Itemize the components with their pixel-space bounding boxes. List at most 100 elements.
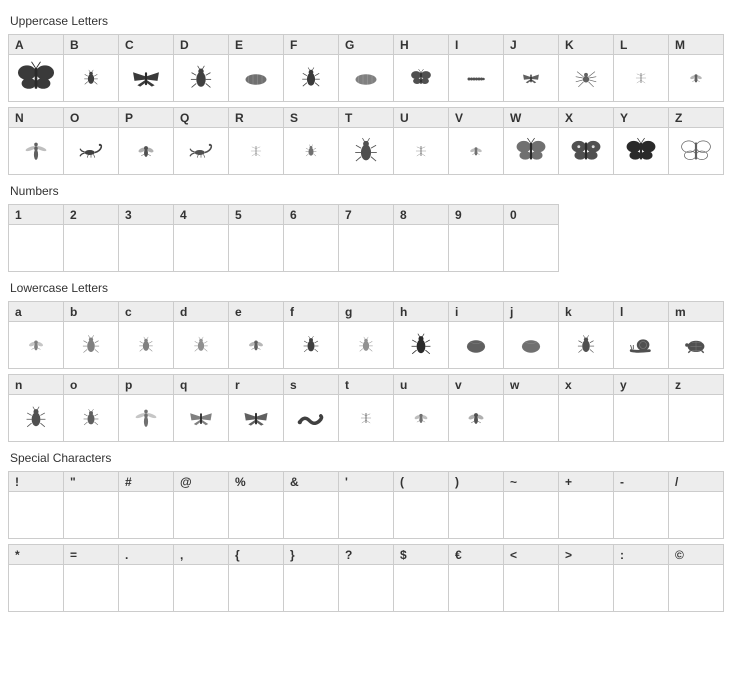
char-cell[interactable]: S [283,107,339,175]
char-cell[interactable]: G [338,34,394,102]
char-cell[interactable]: z [668,374,724,442]
char-cell[interactable]: : [613,544,669,612]
char-cell[interactable]: g [338,301,394,369]
char-cell[interactable]: > [558,544,614,612]
insect-light-icon [339,322,393,368]
char-cell[interactable]: 8 [393,204,449,272]
char-cell[interactable]: l [613,301,669,369]
char-cell[interactable]: p [118,374,174,442]
char-cell[interactable]: N [8,107,64,175]
char-cell[interactable]: r [228,374,284,442]
empty-glyph [504,395,558,441]
char-cell[interactable]: 9 [448,204,504,272]
char-cell[interactable]: ( [393,471,449,539]
char-cell[interactable]: + [558,471,614,539]
char-cell[interactable]: f [283,301,339,369]
char-cell[interactable]: C [118,34,174,102]
char-cell[interactable]: j [503,301,559,369]
char-cell[interactable]: R [228,107,284,175]
char-cell[interactable]: M [668,34,724,102]
char-cell[interactable]: V [448,107,504,175]
char-cell[interactable]: 3 [118,204,174,272]
char-cell[interactable]: D [173,34,229,102]
char-cell[interactable]: = [63,544,119,612]
char-cell[interactable]: # [118,471,174,539]
char-cell[interactable]: % [228,471,284,539]
char-cell[interactable]: A [8,34,64,102]
char-cell[interactable]: m [668,301,724,369]
char-cell[interactable]: H [393,34,449,102]
char-cell[interactable]: € [448,544,504,612]
char-label: s [284,375,338,395]
char-cell[interactable]: h [393,301,449,369]
char-cell[interactable]: K [558,34,614,102]
char-cell[interactable]: P [118,107,174,175]
empty-glyph [9,225,63,271]
char-cell[interactable]: , [173,544,229,612]
char-cell[interactable]: a [8,301,64,369]
char-cell[interactable]: Q [173,107,229,175]
char-cell[interactable]: 7 [338,204,394,272]
char-cell[interactable]: 2 [63,204,119,272]
char-cell[interactable]: X [558,107,614,175]
char-cell[interactable]: e [228,301,284,369]
char-cell[interactable]: Y [613,107,669,175]
char-cell[interactable]: x [558,374,614,442]
char-label: o [64,375,118,395]
char-cell[interactable]: . [118,544,174,612]
char-cell[interactable]: b [63,301,119,369]
char-cell[interactable]: 6 [283,204,339,272]
char-cell[interactable]: n [8,374,64,442]
char-label: V [449,108,503,128]
char-cell[interactable]: " [63,471,119,539]
char-cell[interactable]: o [63,374,119,442]
char-cell[interactable]: t [338,374,394,442]
char-label: W [504,108,558,128]
char-label: > [559,545,613,565]
char-cell[interactable]: s [283,374,339,442]
char-cell[interactable]: * [8,544,64,612]
char-cell[interactable]: $ [393,544,449,612]
char-cell[interactable]: q [173,374,229,442]
char-cell[interactable]: & [283,471,339,539]
char-cell[interactable]: y [613,374,669,442]
char-label: a [9,302,63,322]
char-cell[interactable]: ~ [503,471,559,539]
char-cell[interactable]: ! [8,471,64,539]
butterfly-large-dark-icon [9,55,63,101]
char-cell[interactable]: Z [668,107,724,175]
char-cell[interactable]: u [393,374,449,442]
char-cell[interactable]: k [558,301,614,369]
char-cell[interactable]: B [63,34,119,102]
char-cell[interactable]: / [668,471,724,539]
char-cell[interactable]: W [503,107,559,175]
char-cell[interactable]: F [283,34,339,102]
char-cell[interactable]: T [338,107,394,175]
char-cell[interactable]: v [448,374,504,442]
char-cell[interactable]: ' [338,471,394,539]
char-cell[interactable]: ) [448,471,504,539]
char-cell[interactable]: I [448,34,504,102]
char-cell[interactable]: @ [173,471,229,539]
char-cell[interactable]: { [228,544,284,612]
char-cell[interactable]: E [228,34,284,102]
char-cell[interactable]: c [118,301,174,369]
beetle-round-icon [284,55,338,101]
char-cell[interactable]: 0 [503,204,559,272]
char-cell[interactable]: 5 [228,204,284,272]
char-cell[interactable]: ? [338,544,394,612]
char-cell[interactable]: - [613,471,669,539]
char-cell[interactable]: w [503,374,559,442]
char-cell[interactable]: U [393,107,449,175]
char-cell[interactable]: © [668,544,724,612]
char-cell[interactable]: d [173,301,229,369]
char-cell[interactable]: i [448,301,504,369]
char-cell[interactable]: L [613,34,669,102]
char-cell[interactable]: 1 [8,204,64,272]
char-cell[interactable]: J [503,34,559,102]
char-cell[interactable]: } [283,544,339,612]
insect-tiny-icon [229,128,283,174]
char-cell[interactable]: < [503,544,559,612]
char-cell[interactable]: O [63,107,119,175]
char-cell[interactable]: 4 [173,204,229,272]
